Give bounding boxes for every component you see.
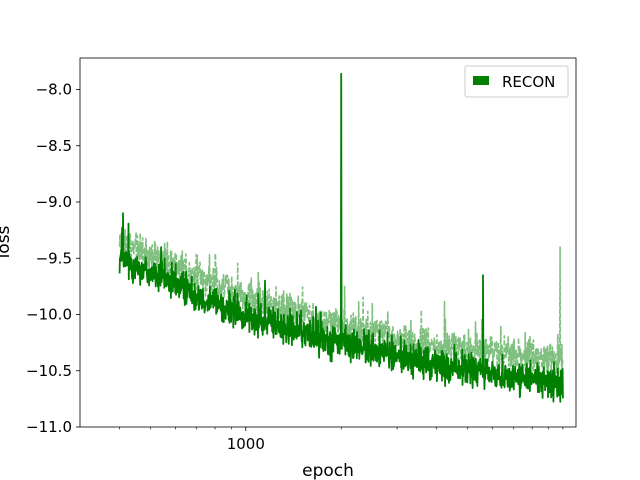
y-tick-label-2: −9.0 bbox=[36, 193, 72, 211]
plot-frame bbox=[79, 57, 577, 428]
legend-label-recon: RECON bbox=[502, 73, 555, 91]
x-axis: 1000 bbox=[119, 427, 564, 453]
y-axis: −8.0 −8.5 −9.0 −9.5 −10.0 −10.5 −11.0 bbox=[26, 81, 80, 436]
y-tick-label-4: −10.0 bbox=[26, 306, 72, 324]
y-axis-label: loss bbox=[0, 225, 14, 258]
y-tick-label-0: −8.0 bbox=[36, 81, 72, 99]
y-tick-label-1: −8.5 bbox=[36, 137, 72, 155]
y-tick-label-6: −11.0 bbox=[26, 418, 72, 436]
x-axis-label: epoch bbox=[302, 461, 354, 480]
y-tick-label-3: −9.5 bbox=[36, 249, 72, 267]
legend-box bbox=[464, 65, 569, 98]
legend: RECON bbox=[464, 65, 569, 98]
x-tick-label-0: 1000 bbox=[227, 435, 265, 453]
series-layer bbox=[118, 72, 564, 403]
y-tick-label-5: −10.5 bbox=[26, 362, 72, 380]
series-line-recon bbox=[118, 72, 564, 403]
legend-swatch-recon bbox=[473, 76, 489, 85]
